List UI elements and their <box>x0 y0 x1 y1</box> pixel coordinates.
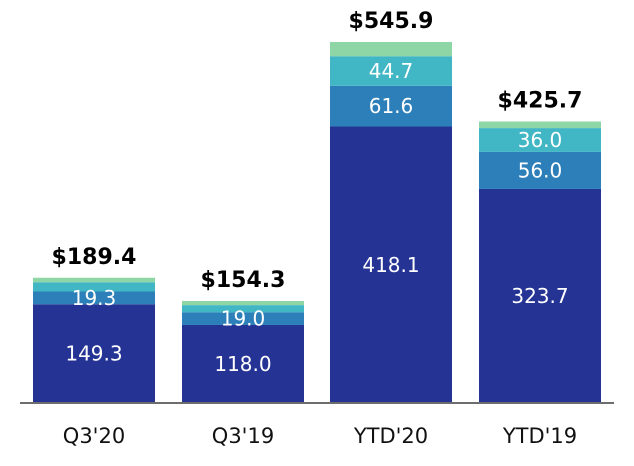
bar-segment <box>479 128 601 152</box>
x-tick-label: Q3'19 <box>212 424 274 448</box>
bar-segment <box>479 188 601 403</box>
bar-segment <box>182 305 304 313</box>
bar-segment <box>479 151 601 189</box>
bar-segment <box>330 126 452 404</box>
segment-value-label: 118.0 <box>214 352 271 376</box>
bar-segment <box>330 85 452 127</box>
segment-value-label: 36.0 <box>518 128 563 152</box>
bar-segment <box>330 56 452 86</box>
bar-total-label: $189.4 <box>52 245 137 270</box>
bar-segment <box>33 277 155 283</box>
bar-segment <box>33 304 155 403</box>
bar-segment <box>182 300 304 306</box>
segment-value-label: 44.7 <box>369 59 414 83</box>
segment-value-label: 149.3 <box>65 342 122 366</box>
x-tick-label: YTD'20 <box>353 424 428 448</box>
bar-total-label: $154.3 <box>201 268 286 293</box>
segment-value-label: 56.0 <box>518 158 563 182</box>
segment-value-label: 19.0 <box>221 307 266 331</box>
bar-total-label: $545.9 <box>349 9 434 34</box>
bar-segment <box>330 42 452 57</box>
segment-value-label: 19.3 <box>72 286 117 310</box>
bar-segment <box>33 291 155 305</box>
bar-segment <box>182 312 304 325</box>
bar-total-label: $425.7 <box>498 88 583 113</box>
segment-value-label: 418.1 <box>362 253 419 277</box>
bar-segment <box>33 282 155 292</box>
x-tick-label: YTD'19 <box>502 424 577 448</box>
x-tick-label: Q3'20 <box>63 424 125 448</box>
bar-segment <box>479 121 601 129</box>
segment-value-label: 323.7 <box>511 284 568 308</box>
bar-segment <box>182 324 304 403</box>
segment-value-label: 61.6 <box>369 94 414 118</box>
